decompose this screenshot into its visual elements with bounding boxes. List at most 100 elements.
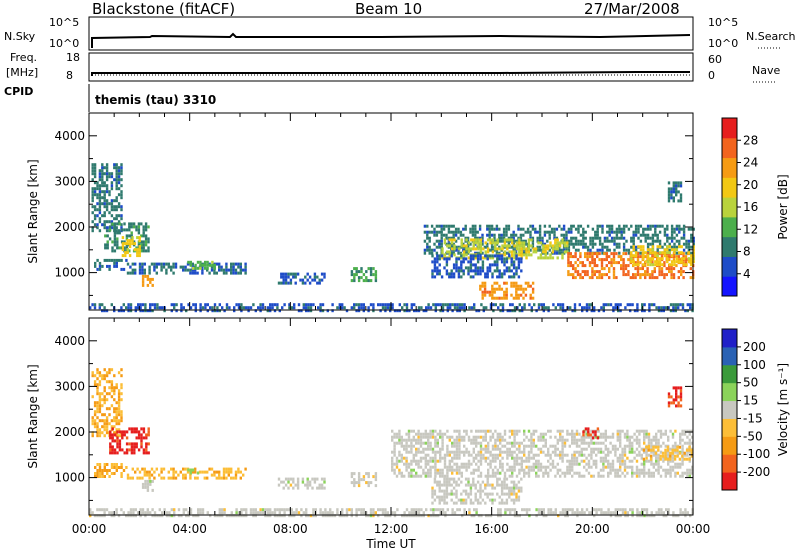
data-cell: [431, 465, 435, 469]
data-cell: [115, 229, 118, 233]
data-cell: [450, 498, 453, 502]
data-cell: [475, 309, 478, 313]
data-cell: [532, 462, 535, 466]
data-cell: [657, 459, 660, 463]
data-cell: [597, 429, 600, 433]
data-cell: [637, 245, 640, 249]
data-cell: [438, 269, 441, 273]
nave-label: Nave: [752, 64, 781, 77]
data-cell: [672, 303, 675, 307]
data-cell: [137, 228, 141, 232]
data-cell: [677, 401, 680, 405]
data-cell: [320, 278, 324, 282]
data-cell: [153, 265, 156, 269]
scatter-region: [91, 368, 123, 438]
data-cell: [103, 425, 106, 429]
data-cell: [563, 444, 567, 448]
data-cell: [140, 442, 143, 446]
data-cell: [622, 242, 626, 246]
data-cell: [106, 243, 109, 247]
data-cell: [544, 244, 547, 248]
data-cell: [660, 309, 663, 313]
data-cell: [656, 276, 659, 280]
data-cell: [542, 435, 545, 439]
data-cell: [124, 254, 127, 258]
data-cell: [433, 498, 437, 502]
data-cell: [415, 309, 418, 313]
data-cell: [110, 425, 114, 429]
data-cell: [472, 459, 475, 463]
data-cell: [393, 450, 396, 454]
data-cell: [447, 230, 451, 234]
data-cell: [146, 470, 149, 474]
data-cell: [660, 255, 664, 259]
data-cell: [672, 386, 675, 390]
data-cell: [319, 309, 322, 313]
data-cell: [187, 260, 190, 264]
data-cell: [687, 245, 691, 249]
data-cell: [438, 498, 441, 502]
data-cell: [547, 453, 550, 457]
data-cell: [221, 511, 224, 515]
data-cell: [542, 250, 545, 254]
data-cell: [353, 279, 356, 283]
data-cell: [302, 306, 305, 310]
data-cell: [481, 260, 485, 264]
data-cell: [484, 501, 487, 505]
data-cell: [501, 465, 504, 469]
data-cell: [439, 459, 442, 463]
data-cell: [685, 457, 689, 461]
data-cell: [634, 230, 638, 234]
data-cell: [587, 465, 591, 469]
data-cell: [573, 453, 576, 457]
data-cell: [556, 441, 559, 445]
data-cell: [96, 428, 99, 432]
data-cell: [601, 230, 604, 234]
data-cell: [126, 242, 129, 246]
data-cell: [283, 514, 286, 518]
data-cell: [412, 435, 415, 439]
data-cell: [567, 248, 571, 252]
data-cell: [629, 303, 632, 307]
data-cell: [96, 371, 99, 375]
data-cell: [398, 441, 401, 445]
data-cell: [551, 462, 555, 466]
data-cell: [304, 483, 307, 487]
data-cell: [588, 255, 592, 259]
data-cell: [645, 459, 648, 463]
data-cell: [630, 257, 633, 261]
data-cell: [491, 471, 495, 475]
data-cell: [628, 459, 631, 463]
data-cell: [113, 163, 116, 167]
data-cell: [446, 465, 449, 469]
data-cell: [566, 465, 569, 469]
data-cell: [460, 438, 463, 442]
data-cell: [662, 511, 665, 515]
data-cell: [113, 217, 116, 221]
data-cell: [407, 435, 411, 439]
data-cell: [505, 290, 508, 294]
data-cell: [577, 227, 580, 231]
data-cell: [161, 514, 164, 518]
data-cell: [103, 223, 106, 227]
data-cell: [598, 224, 602, 228]
data-cell: [489, 306, 493, 310]
data-cell: [105, 208, 109, 212]
data-cell: [472, 263, 475, 267]
data-cell: [410, 447, 413, 451]
colorbar-segment: [722, 236, 737, 257]
data-cell: [172, 271, 175, 275]
data-cell: [153, 470, 156, 474]
data-cell: [563, 438, 567, 442]
data-cell: [587, 430, 590, 434]
data-cell: [609, 435, 612, 439]
data-cell: [598, 252, 601, 256]
data-cell: [556, 256, 559, 260]
data-cell: [308, 281, 312, 285]
data-cell: [213, 303, 217, 307]
data-cell: [115, 422, 118, 426]
data-cell: [500, 254, 504, 258]
data-cell: [657, 456, 660, 460]
data-cell: [561, 444, 564, 448]
data-cell: [278, 508, 281, 512]
